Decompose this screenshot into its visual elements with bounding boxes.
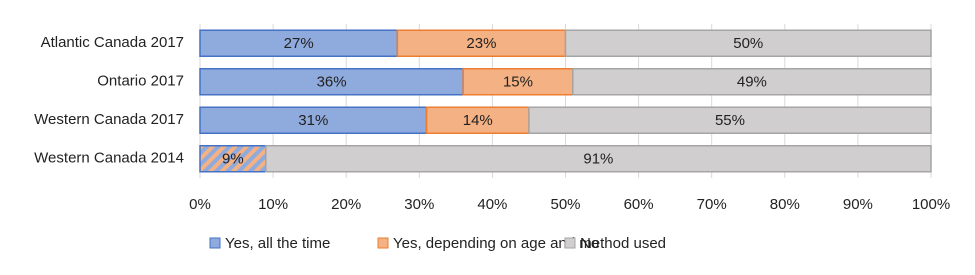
bar-segment <box>199 106 428 134</box>
legend-swatch <box>564 237 576 249</box>
x-tick-label: 50% <box>550 196 580 213</box>
bar-segment <box>199 29 399 57</box>
x-tick-label: 70% <box>697 196 727 213</box>
bar-segment <box>564 29 932 57</box>
x-tick-label: 40% <box>477 196 507 213</box>
value-label: 27% <box>284 35 314 52</box>
y-tick-label: Western Canada 2017 <box>34 111 184 128</box>
y-tick-label: Ontario 2017 <box>97 73 184 90</box>
value-label: 55% <box>715 112 745 129</box>
value-label: 36% <box>317 74 347 91</box>
value-label: 14% <box>463 112 493 129</box>
bar-segment <box>396 29 567 57</box>
x-tick-label: 100% <box>912 196 950 213</box>
y-tick-label: Western Canada 2014 <box>34 150 184 167</box>
bar-segment <box>572 68 932 96</box>
legend-swatch <box>209 237 221 249</box>
x-tick-label: 60% <box>624 196 654 213</box>
y-tick-label: Atlantic Canada 2017 <box>41 34 184 51</box>
value-label: 15% <box>503 74 533 91</box>
x-tick-label: 20% <box>331 196 361 213</box>
x-tick-label: 0% <box>189 196 211 213</box>
value-label: 9% <box>222 151 244 168</box>
value-label: 49% <box>737 74 767 91</box>
value-label: 50% <box>733 35 763 52</box>
legend-label: No <box>580 235 599 252</box>
bar-segment <box>462 68 574 96</box>
legend-swatch <box>377 237 389 249</box>
x-tick-label: 30% <box>404 196 434 213</box>
value-label: 23% <box>466 35 496 52</box>
value-label: 91% <box>583 151 613 168</box>
bar-segment <box>265 145 932 173</box>
x-tick-label: 80% <box>770 196 800 213</box>
bar-segment <box>528 106 932 134</box>
x-tick-label: 90% <box>843 196 873 213</box>
legend-label: Yes, depending on age and method used <box>393 235 666 252</box>
bar-segment <box>199 68 464 96</box>
x-tick-label: 10% <box>258 196 288 213</box>
legend-label: Yes, all the time <box>225 235 330 252</box>
value-label: 31% <box>298 112 328 129</box>
